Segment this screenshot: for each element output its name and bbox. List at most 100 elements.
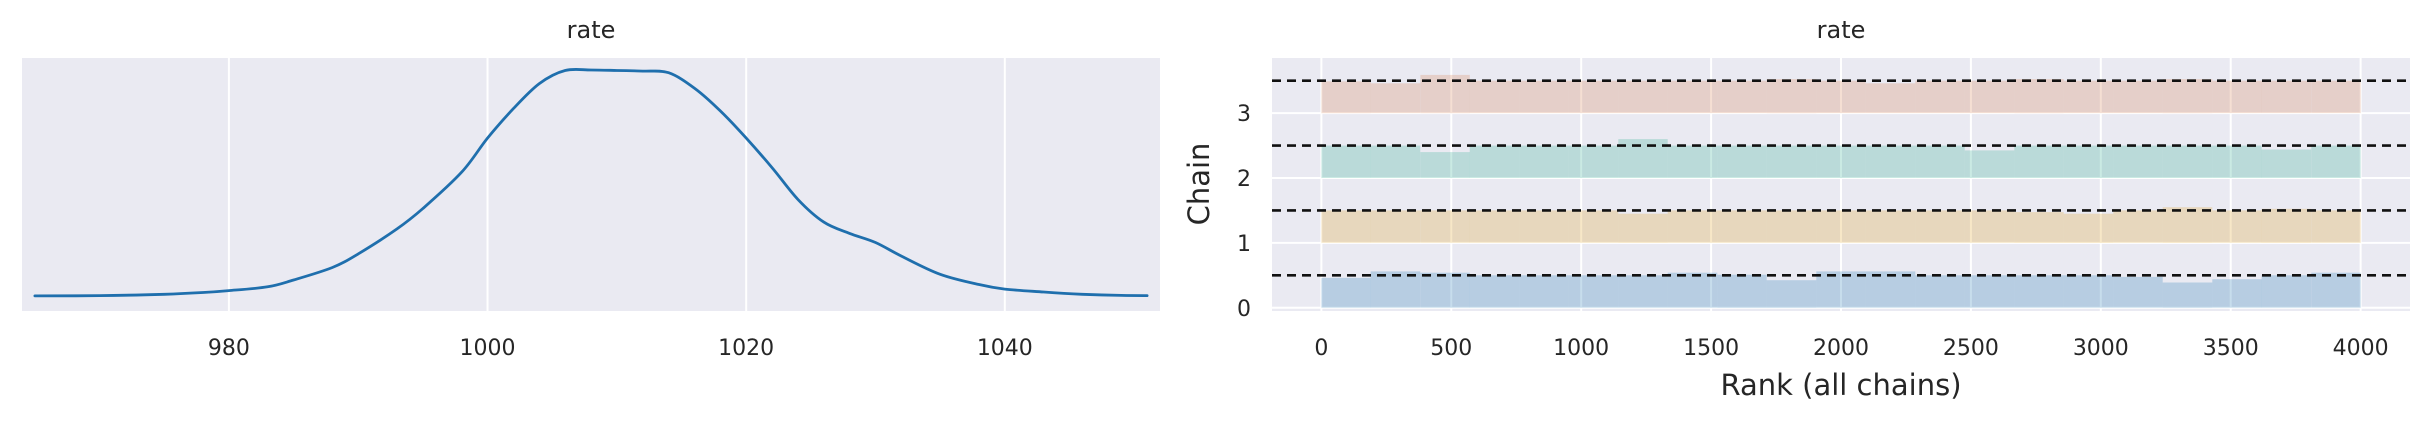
rank-bar — [1667, 145, 1718, 178]
rank-bar — [1717, 80, 1767, 114]
rank-bar — [2014, 212, 2064, 243]
rank-bar — [1321, 210, 1371, 243]
rank-bar — [1469, 275, 1520, 308]
density-x-tick-label: 980 — [208, 336, 250, 361]
rank-bar — [1865, 210, 1916, 243]
rank-bar — [2014, 79, 2064, 114]
rank-x-tick-label: 500 — [1430, 336, 1472, 361]
rank-bar — [1816, 210, 1866, 243]
rank-bar — [2063, 145, 2114, 178]
rank-x-tick-label: 3000 — [2073, 336, 2129, 361]
rank-x-tick-label: 2000 — [1813, 336, 1869, 361]
rank-y-tick-label: 2 — [1237, 167, 1251, 192]
rank-bar — [1717, 145, 1767, 178]
rank-bar — [1568, 80, 1619, 114]
rank-chain-2-bars — [1321, 139, 2361, 178]
density-x-ticks: 980 1000 1020 1040 — [208, 336, 1033, 361]
rank-bar — [1915, 80, 1965, 114]
rank-bar — [1816, 145, 1866, 178]
rank-bar — [1469, 210, 1520, 243]
rank-bar — [1915, 145, 1965, 178]
rank-bar — [2063, 80, 2114, 114]
density-x-tick-label: 1020 — [718, 336, 774, 361]
rank-bar — [1618, 213, 1668, 243]
rank-y-tick-label: 0 — [1237, 297, 1251, 322]
rank-histogram-bars — [1321, 74, 2361, 308]
rank-bar — [2212, 279, 2262, 308]
rank-bar — [2063, 213, 2114, 243]
rank-bar — [1420, 210, 1470, 243]
rank-bar — [1519, 275, 1569, 308]
rank-bar — [2261, 149, 2312, 178]
rank-bar — [2212, 210, 2262, 243]
rank-bar — [2113, 210, 2163, 243]
rank-panel: 0 500 1000 1500 2000 2500 3000 3500 4000 0 1 2 3 ra… — [1182, 16, 2410, 402]
rank-bar — [1321, 145, 1371, 178]
rank-chain-1-bars — [1321, 207, 2361, 243]
rank-bar — [2261, 275, 2312, 308]
rank-bar — [1568, 275, 1619, 308]
rank-bar — [1766, 145, 1817, 178]
rank-y-tick-label: 3 — [1237, 102, 1251, 127]
rank-chain-3-bars — [1321, 74, 2361, 114]
rank-bar — [2162, 207, 2213, 243]
rank-bar — [1816, 80, 1866, 114]
rank-x-ticks: 0 500 1000 1500 2000 2500 3000 3500 4000 — [1314, 336, 2388, 361]
rank-bar — [1667, 80, 1718, 114]
rank-bar — [1469, 80, 1520, 114]
rank-bar — [1618, 139, 1668, 178]
rank-bar — [1618, 275, 1668, 308]
rank-bar — [1618, 80, 1668, 114]
density-x-tick-label: 1040 — [977, 336, 1033, 361]
rank-bar — [1865, 83, 1916, 114]
rank-x-tick-label: 3500 — [2203, 336, 2259, 361]
rank-chain-0-bars — [1321, 271, 2361, 308]
rank-y-tick-label: 1 — [1237, 232, 1251, 257]
rank-x-tick-label: 4000 — [2333, 336, 2389, 361]
rank-bar — [2212, 145, 2262, 178]
rank-y-axis-label: Chain — [1182, 143, 1216, 226]
rank-bar — [1915, 275, 1965, 308]
rank-bar — [2261, 208, 2312, 243]
rank-bar — [2162, 282, 2213, 308]
rank-bar — [1370, 271, 1421, 308]
rank-bar — [1717, 274, 1767, 308]
rank-bar — [1915, 210, 1965, 243]
density-title: rate — [567, 16, 616, 44]
density-plot-area — [22, 58, 1160, 311]
rank-reference-lines — [1272, 79, 2410, 277]
rank-bar — [2113, 80, 2163, 114]
rank-x-tick-label: 2500 — [1943, 336, 1999, 361]
rank-bar — [1865, 145, 1916, 178]
rank-bar — [2311, 145, 2361, 178]
rank-bar — [1766, 210, 1817, 243]
rank-bar — [1321, 277, 1371, 308]
rank-x-tick-label: 1000 — [1553, 336, 1609, 361]
rank-x-axis-label: Rank (all chains) — [1720, 368, 1961, 402]
rank-bar — [1766, 79, 1817, 114]
rank-bar — [1766, 280, 1817, 308]
rank-bar — [1519, 210, 1569, 243]
rank-bar — [1816, 271, 1866, 308]
rank-bar — [1370, 210, 1421, 243]
rank-bar — [2113, 276, 2163, 308]
rank-bar — [1519, 145, 1569, 178]
rank-bar — [1964, 210, 2015, 243]
density-x-tick-label: 1000 — [460, 336, 516, 361]
rank-bar — [2014, 145, 2064, 178]
rank-bar — [1519, 80, 1569, 114]
rank-bar — [1370, 83, 1421, 114]
density-gridlines — [227, 58, 1006, 311]
density-curve — [33, 67, 1149, 298]
rank-x-tick-label: 1500 — [1683, 336, 1739, 361]
rank-bar — [1568, 210, 1619, 243]
rank-bar — [2162, 79, 2213, 114]
rank-bar — [2311, 272, 2361, 308]
rank-bar — [2113, 145, 2163, 178]
rank-bar — [2162, 145, 2213, 178]
rank-bar — [1370, 145, 1421, 178]
rank-bar — [2311, 80, 2361, 114]
rank-bar — [1964, 275, 2015, 308]
rank-bar — [2014, 275, 2064, 308]
